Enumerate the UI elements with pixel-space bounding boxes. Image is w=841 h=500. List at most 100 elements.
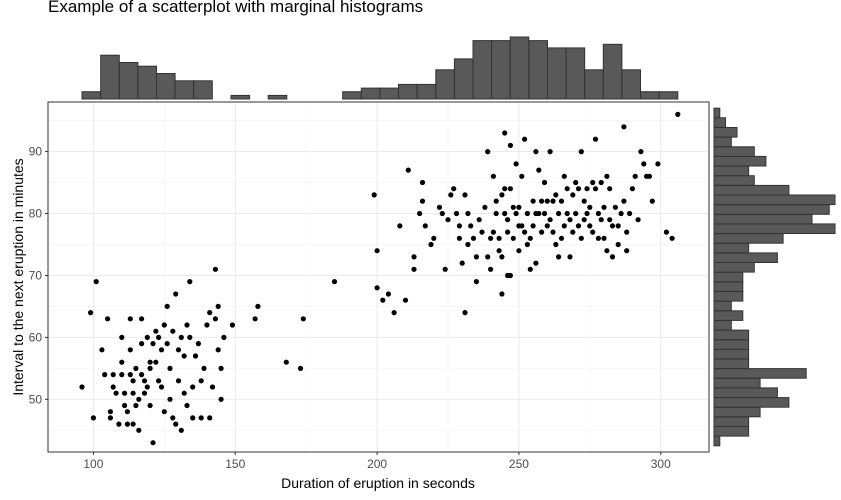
data-point bbox=[178, 334, 184, 340]
data-point bbox=[431, 235, 437, 241]
data-point bbox=[675, 111, 681, 117]
x-axis-ticks: 100 150 200 250 300 bbox=[83, 452, 671, 471]
data-point bbox=[547, 217, 553, 223]
data-point bbox=[448, 192, 454, 198]
histogram-bar bbox=[713, 117, 726, 128]
histogram-bar bbox=[713, 242, 750, 254]
histogram-bar bbox=[713, 377, 761, 389]
histogram-bar bbox=[640, 91, 660, 100]
x-tick-label: 300 bbox=[651, 457, 671, 471]
data-point bbox=[556, 254, 562, 260]
histogram-bar bbox=[565, 47, 586, 100]
data-point bbox=[207, 415, 213, 421]
histogram-bar bbox=[713, 291, 744, 302]
data-point bbox=[564, 186, 570, 192]
data-point bbox=[553, 192, 559, 198]
data-point bbox=[153, 328, 159, 334]
panel-border bbox=[47, 101, 710, 453]
data-point bbox=[402, 297, 409, 303]
data-point bbox=[136, 396, 142, 402]
x-tick-label: 100 bbox=[83, 457, 103, 471]
data-point bbox=[297, 365, 304, 371]
data-point bbox=[124, 421, 130, 427]
data-point bbox=[170, 328, 176, 334]
data-point bbox=[476, 217, 482, 223]
histogram-bar bbox=[509, 36, 530, 100]
histogram-bar bbox=[713, 397, 790, 408]
histogram-bar bbox=[472, 40, 493, 100]
data-point bbox=[632, 173, 638, 179]
data-point bbox=[147, 402, 153, 409]
data-point bbox=[496, 235, 502, 241]
data-point bbox=[187, 334, 193, 340]
y-axis-ticks: 50 60 70 80 90 bbox=[29, 145, 48, 406]
data-point bbox=[499, 291, 505, 297]
data-point bbox=[153, 359, 159, 365]
data-point bbox=[107, 415, 113, 421]
data-point bbox=[485, 254, 491, 260]
histogram-bar bbox=[713, 194, 836, 206]
data-point bbox=[505, 217, 511, 223]
data-point bbox=[139, 341, 145, 347]
data-point bbox=[516, 204, 522, 210]
data-point bbox=[601, 204, 607, 210]
scatter-panel bbox=[47, 101, 710, 453]
histogram-bar bbox=[547, 47, 567, 100]
data-point bbox=[638, 149, 644, 155]
data-point bbox=[556, 210, 562, 217]
data-point bbox=[442, 266, 448, 272]
data-point bbox=[533, 149, 539, 155]
histogram-bar bbox=[342, 91, 362, 100]
data-point bbox=[167, 396, 173, 402]
histogram-bar bbox=[713, 426, 750, 437]
histogram-bar bbox=[584, 69, 604, 100]
data-point bbox=[502, 210, 508, 217]
data-point bbox=[490, 229, 496, 235]
data-point bbox=[133, 402, 139, 409]
histogram-bar bbox=[491, 40, 511, 100]
data-point bbox=[561, 223, 567, 229]
data-point bbox=[110, 372, 116, 378]
data-point bbox=[124, 409, 130, 415]
data-point bbox=[575, 186, 582, 192]
data-point bbox=[119, 359, 125, 365]
data-point bbox=[156, 378, 162, 384]
data-point bbox=[550, 198, 556, 204]
data-point bbox=[544, 223, 550, 229]
x-marginal-histogram bbox=[81, 36, 679, 100]
histogram-bar bbox=[602, 43, 623, 100]
data-point bbox=[524, 241, 531, 248]
data-point bbox=[198, 415, 204, 421]
data-point bbox=[144, 384, 150, 390]
data-point bbox=[541, 210, 548, 217]
data-point bbox=[536, 210, 542, 217]
histogram-bar bbox=[118, 62, 139, 100]
data-point bbox=[212, 316, 218, 322]
data-point bbox=[127, 347, 133, 353]
data-point bbox=[283, 359, 289, 365]
data-point bbox=[573, 210, 579, 217]
data-point bbox=[456, 223, 462, 229]
data-point bbox=[195, 341, 201, 347]
data-point bbox=[164, 341, 170, 347]
data-point bbox=[380, 297, 386, 303]
data-point bbox=[147, 359, 153, 365]
histogram-bar bbox=[713, 329, 750, 341]
data-point bbox=[88, 310, 94, 316]
data-point bbox=[150, 440, 156, 446]
data-point bbox=[607, 217, 613, 223]
y-tick-label: 70 bbox=[29, 268, 43, 282]
data-point bbox=[629, 186, 636, 192]
data-point bbox=[198, 378, 204, 384]
data-point bbox=[459, 260, 465, 266]
data-point bbox=[479, 229, 485, 235]
data-point bbox=[164, 303, 170, 309]
y-tick-label: 80 bbox=[29, 207, 43, 221]
data-point bbox=[635, 217, 641, 223]
data-point bbox=[252, 316, 258, 322]
histogram-bar bbox=[267, 94, 288, 100]
histogram-bar bbox=[398, 83, 418, 100]
y-axis-title: Interval to the next eruption in minutes bbox=[10, 158, 26, 395]
data-point bbox=[451, 186, 457, 192]
